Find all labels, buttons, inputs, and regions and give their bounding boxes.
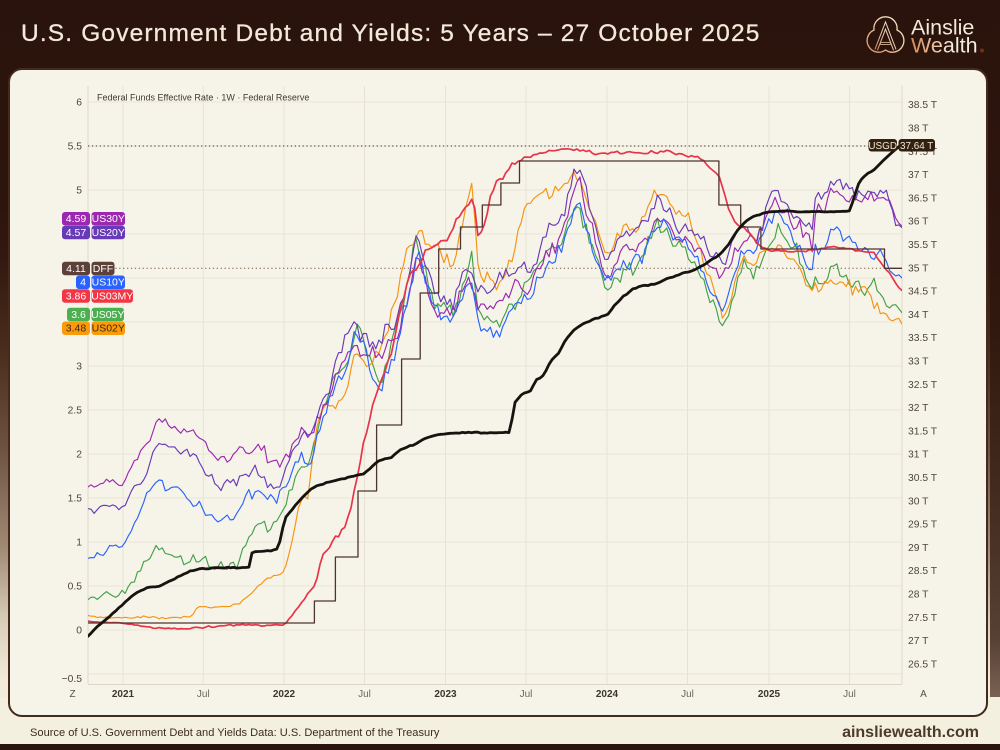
svg-text:34.5 T: 34.5 T xyxy=(908,287,938,298)
svg-text:2021: 2021 xyxy=(112,689,135,700)
svg-text:33.5 T: 33.5 T xyxy=(908,333,938,344)
svg-text:Jul: Jul xyxy=(197,689,210,700)
svg-text:USGD: USGD xyxy=(868,141,897,152)
svg-text:4.59: 4.59 xyxy=(66,213,87,225)
svg-text:38.5 T: 38.5 T xyxy=(908,100,938,111)
svg-text:Jul: Jul xyxy=(843,689,856,700)
svg-text:Ainslie: Ainslie xyxy=(911,16,974,40)
svg-text:3.48: 3.48 xyxy=(66,323,87,335)
svg-text:38 T: 38 T xyxy=(908,124,929,135)
svg-text:27.5 T: 27.5 T xyxy=(908,613,938,624)
svg-text:29 T: 29 T xyxy=(908,543,929,554)
svg-text:US02Y: US02Y xyxy=(92,323,125,335)
svg-text:US30Y: US30Y xyxy=(92,213,125,225)
svg-text:DFF: DFF xyxy=(93,263,113,275)
svg-text:37.5 T: 37.5 T xyxy=(908,147,938,158)
svg-text:Federal Funds Effective Rate ·: Federal Funds Effective Rate · 1W · Fede… xyxy=(97,93,309,103)
svg-text:31.5 T: 31.5 T xyxy=(908,426,938,437)
svg-text:4.11: 4.11 xyxy=(66,263,86,275)
svg-text:2024: 2024 xyxy=(596,689,619,700)
svg-text:US20Y: US20Y xyxy=(92,227,125,239)
svg-text:0: 0 xyxy=(76,626,82,637)
svg-text:2: 2 xyxy=(76,450,82,461)
svg-text:36.5 T: 36.5 T xyxy=(908,193,938,204)
svg-text:27 T: 27 T xyxy=(908,636,929,647)
svg-text:0.5: 0.5 xyxy=(68,582,83,593)
svg-text:Z: Z xyxy=(69,689,75,700)
svg-text:4: 4 xyxy=(80,277,86,289)
svg-text:30.5 T: 30.5 T xyxy=(908,473,938,484)
svg-text:A: A xyxy=(920,689,927,700)
svg-text:Jul: Jul xyxy=(681,689,694,700)
svg-text:2022: 2022 xyxy=(273,689,296,700)
svg-text:3.86: 3.86 xyxy=(66,290,87,302)
svg-text:32.5 T: 32.5 T xyxy=(908,380,938,391)
svg-text:Jul: Jul xyxy=(358,689,371,700)
svg-text:US10Y: US10Y xyxy=(92,277,125,289)
svg-text:28 T: 28 T xyxy=(908,590,929,601)
svg-text:2025: 2025 xyxy=(758,689,781,700)
svg-text:3: 3 xyxy=(76,362,82,373)
svg-text:33 T: 33 T xyxy=(908,357,929,368)
svg-text:37.64 T: 37.64 T xyxy=(900,141,933,152)
svg-text:36 T: 36 T xyxy=(908,217,929,228)
svg-text:32 T: 32 T xyxy=(908,403,929,414)
svg-text:34 T: 34 T xyxy=(908,310,929,321)
svg-text:1.5: 1.5 xyxy=(68,494,83,505)
svg-text:1: 1 xyxy=(76,538,82,549)
svg-text:4.57: 4.57 xyxy=(66,227,87,239)
svg-text:US03MY: US03MY xyxy=(91,290,133,302)
svg-text:2023: 2023 xyxy=(434,689,457,700)
svg-text:2.5: 2.5 xyxy=(68,406,83,417)
svg-text:−0.5: −0.5 xyxy=(62,674,83,685)
svg-text:35.5 T: 35.5 T xyxy=(908,240,938,251)
svg-text:37 T: 37 T xyxy=(908,170,929,181)
svg-text:28.5 T: 28.5 T xyxy=(908,566,938,577)
svg-text:US05Y: US05Y xyxy=(91,309,124,321)
svg-text:31 T: 31 T xyxy=(908,450,929,461)
svg-text:35 T: 35 T xyxy=(908,263,929,274)
svg-text:Wealth: Wealth xyxy=(911,34,978,58)
svg-text:30 T: 30 T xyxy=(908,496,929,507)
svg-text:5: 5 xyxy=(76,186,82,197)
svg-text:6: 6 xyxy=(76,98,82,109)
svg-text:3.6: 3.6 xyxy=(71,309,86,321)
svg-text:26.5 T: 26.5 T xyxy=(908,659,938,670)
svg-text:5.5: 5.5 xyxy=(68,142,83,153)
svg-text:29.5 T: 29.5 T xyxy=(908,520,938,531)
svg-text:Jul: Jul xyxy=(520,689,533,700)
